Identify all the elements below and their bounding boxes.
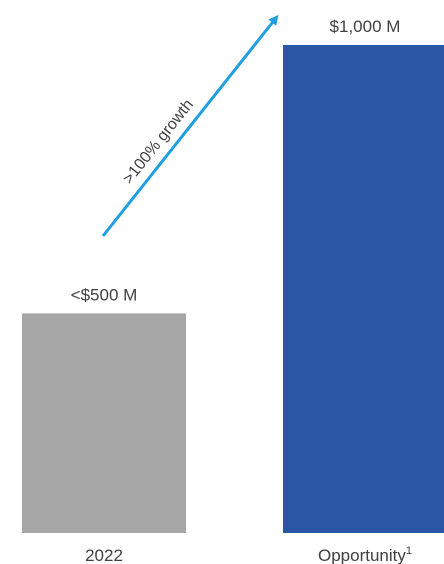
category-name: 2022 — [85, 546, 123, 564]
category-label-opportunity: Opportunity1 — [318, 545, 412, 564]
bar-2022 — [22, 313, 186, 533]
bar-opportunity — [283, 45, 444, 533]
data-label-2022: <$500 M — [71, 285, 138, 304]
category-label-2022: 2022 — [85, 546, 123, 564]
category-name: Opportunity — [318, 546, 406, 564]
data-label-opportunity: $1,000 M — [330, 17, 401, 36]
growth-arrow — [101, 14, 279, 237]
footnote-superscript: 1 — [406, 545, 412, 557]
growth-annotation: >100% growth — [120, 96, 197, 187]
